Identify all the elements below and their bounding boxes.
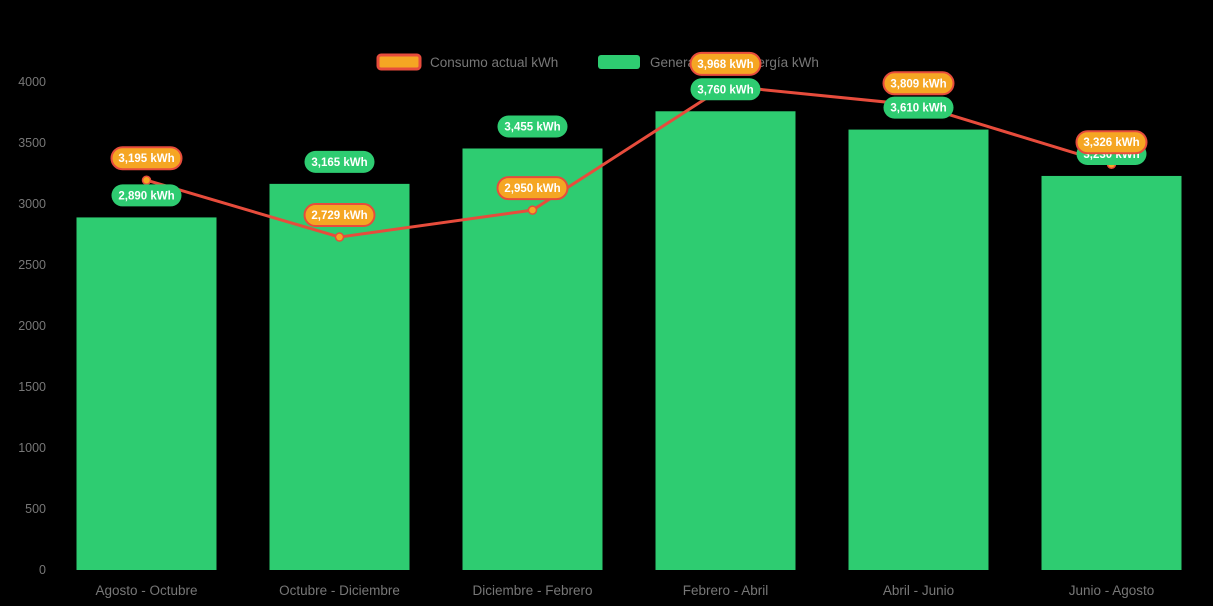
x-axis-category-label: Diciembre - Febrero — [472, 583, 592, 598]
legend-swatch-generacion[interactable] — [598, 55, 640, 69]
consumo-data-label-text: 2,950 kWh — [504, 183, 560, 195]
generacion-data-label-pill — [111, 184, 182, 207]
y-axis-tick-label: 3500 — [18, 136, 46, 150]
generacion-data-label-pill — [883, 96, 954, 119]
y-axis-tick-label: 1500 — [18, 380, 46, 394]
generacion-data-label-text: 2,890 kWh — [118, 190, 174, 202]
consumo-point[interactable] — [141, 175, 152, 185]
y-axis-tick-label: 3000 — [18, 197, 46, 211]
consumo-line — [145, 84, 1113, 239]
bar-generacion-energia[interactable] — [76, 217, 217, 571]
generacion-data-label-text: 3,455 kWh — [504, 121, 560, 133]
consumo-point[interactable] — [334, 232, 345, 242]
consumo-data-label-pill — [303, 203, 376, 228]
legend-label-consumo[interactable]: Consumo actual kWh — [430, 55, 558, 70]
consumo-data-label-text: 3,968 kWh — [697, 59, 753, 71]
consumo-data-label-text: 2,729 kWh — [311, 210, 367, 222]
y-axis-tick-label: 0 — [39, 563, 46, 577]
bar-generacion-energia[interactable] — [462, 148, 603, 571]
y-axis-tick-label: 2000 — [18, 319, 46, 333]
bar-generacion-energia[interactable] — [1041, 175, 1182, 570]
x-axis-category-label: Abril - Junio — [883, 583, 954, 598]
generacion-data-label-text: 3,760 kWh — [697, 84, 753, 96]
consumo-data-label-pill — [882, 71, 955, 96]
generacion-data-label-pill — [304, 150, 375, 173]
legend-swatch-consumo[interactable] — [376, 53, 422, 71]
y-axis-tick-label: 1000 — [18, 441, 46, 455]
consumo-data-label-text: 3,195 kWh — [118, 153, 174, 165]
consumo-point[interactable] — [527, 205, 538, 215]
consumo-data-label-text: 3,809 kWh — [890, 78, 946, 90]
y-axis-tick-label: 4000 — [18, 75, 46, 89]
generacion-data-label-text: 3,165 kWh — [311, 157, 367, 169]
consumo-data-label-pill — [1075, 130, 1148, 155]
x-axis-category-label: Junio - Agosto — [1069, 583, 1155, 598]
x-axis-category-label: Agosto - Octubre — [95, 583, 197, 598]
bar-generacion-energia[interactable] — [848, 129, 989, 570]
consumo-data-label-pill — [689, 51, 762, 76]
generacion-data-label-text: 3,610 kWh — [890, 103, 946, 115]
generacion-data-label-pill — [497, 115, 568, 138]
y-axis-tick-label: 500 — [25, 502, 46, 516]
bar-generacion-energia[interactable] — [655, 111, 796, 570]
x-axis-category-label: Octubre - Diciembre — [279, 583, 400, 598]
consumo-data-label-pill — [496, 176, 569, 201]
bar-generacion-energia[interactable] — [269, 183, 410, 570]
generacion-data-label-pill — [690, 78, 761, 101]
x-axis-category-label: Febrero - Abril — [683, 583, 769, 598]
y-axis-tick-label: 2500 — [18, 258, 46, 272]
consumo-data-label-text: 3,326 kWh — [1083, 137, 1139, 149]
consumo-data-label-pill — [110, 146, 183, 171]
